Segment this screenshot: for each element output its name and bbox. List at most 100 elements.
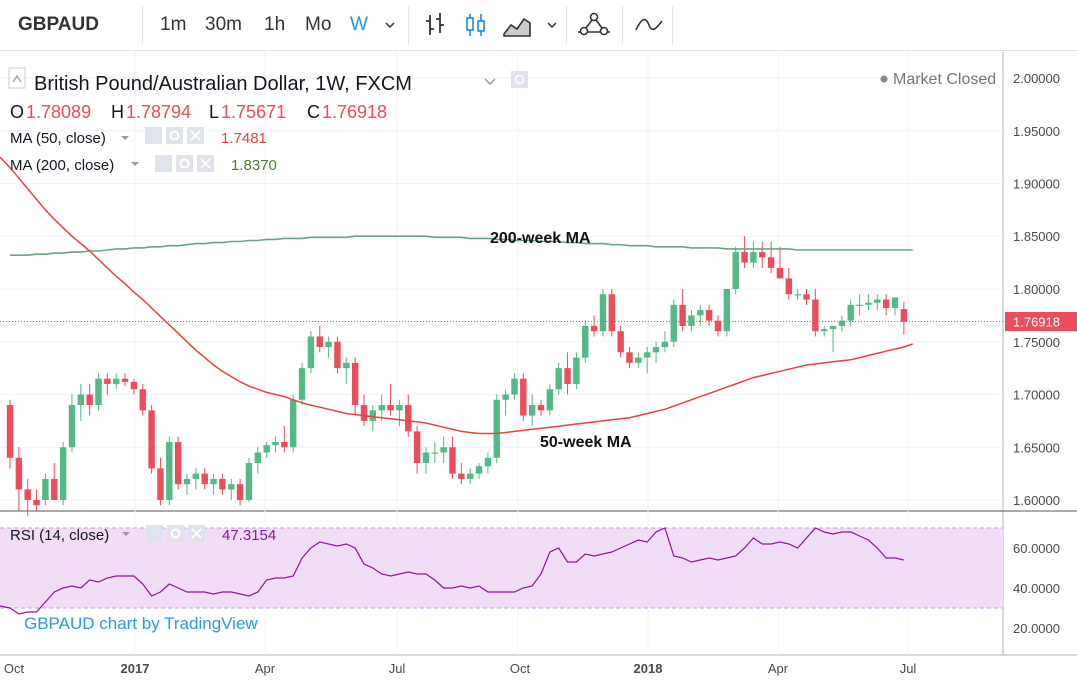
ma200-value: 1.8370	[231, 157, 277, 174]
indicators-icon[interactable]	[576, 11, 612, 39]
price-tick-label: 1.85000	[1013, 229, 1060, 244]
price-tick-label: 1.75000	[1013, 335, 1060, 350]
time-tick-label: Jul	[900, 661, 917, 676]
candle-body	[343, 362, 350, 369]
candle-body	[307, 336, 315, 369]
chevron-down-icon[interactable]	[383, 18, 397, 32]
eye-icon[interactable]	[146, 525, 163, 542]
last-price-label: 1.76918	[1013, 315, 1060, 330]
candle-body	[6, 405, 14, 458]
line-tool-icon[interactable]	[634, 15, 664, 35]
candle-body	[458, 473, 465, 479]
price-tick-label: 1.60000	[1013, 493, 1060, 508]
candle-body	[325, 341, 332, 348]
interval-30m-button[interactable]: 30m	[205, 14, 242, 35]
candle-body	[210, 478, 217, 485]
price-tick-label: 1.90000	[1013, 177, 1060, 192]
candle-body	[121, 378, 129, 382]
candle-body	[821, 329, 828, 332]
chevron-down-icon[interactable]	[545, 18, 559, 32]
ohlc-open: O 1.78089	[10, 102, 91, 122]
candle-body	[351, 362, 359, 406]
candle-body	[564, 368, 571, 384]
candle-body	[228, 484, 235, 490]
chevron-down-icon[interactable]	[484, 78, 496, 85]
ma50-value: 1.7481	[221, 130, 267, 147]
candle-body	[86, 394, 93, 406]
divider	[672, 6, 673, 44]
candle-body	[422, 452, 430, 464]
ohlc-close-label: C	[307, 102, 320, 122]
time-tick-label: Oct	[4, 661, 25, 676]
candle-body	[413, 431, 421, 464]
candle-body	[387, 405, 394, 411]
candles-chart-icon[interactable]	[462, 11, 488, 39]
chevron-down-icon[interactable]	[131, 162, 139, 166]
candle-body	[838, 320, 846, 326]
ma200-label: MA (200, close)	[10, 157, 114, 174]
ohlc-low-value: 1.75671	[221, 102, 286, 122]
gear-icon[interactable]	[166, 127, 183, 144]
candle-body	[670, 304, 677, 342]
candle-body	[42, 478, 49, 500]
candle-body	[396, 405, 403, 411]
price-axis: 2.00000 1.95000 1.90000 1.85000 1.80000 1.750…	[1013, 71, 1060, 508]
ohlc-high-value: 1.78794	[126, 102, 191, 122]
candle-body	[360, 405, 368, 421]
candle-body	[467, 473, 474, 479]
area-chart-icon[interactable]	[502, 12, 532, 38]
candle-body	[741, 252, 748, 263]
gear-icon[interactable]	[176, 155, 193, 172]
divider	[566, 6, 567, 44]
chevron-down-icon[interactable]	[121, 136, 129, 140]
divider	[408, 6, 409, 44]
eye-icon[interactable]	[511, 71, 528, 88]
candle-body	[272, 441, 279, 446]
rsi-tick-label: 60.0000	[1013, 541, 1060, 556]
interval-mo-button[interactable]: Mo	[305, 14, 332, 35]
chevron-up-icon	[12, 74, 22, 83]
candle-body	[732, 252, 739, 289]
chart-area: 2.00000 1.95000 1.90000 1.85000 1.80000 1.750…	[0, 52, 1077, 685]
ohlc-low-label: L	[209, 102, 219, 122]
candle-body	[697, 310, 704, 316]
candle-body	[263, 445, 270, 453]
ma200-annotation: 200-week MA	[490, 230, 591, 247]
toolbar: GBPAUD 1m 30m 1h Mo W	[0, 0, 1077, 51]
price-chart[interactable]: 2.00000 1.95000 1.90000 1.85000 1.80000 1.750…	[0, 52, 1077, 685]
candle-body	[882, 299, 890, 308]
candle-body	[502, 394, 509, 400]
legend-title: British Pound/Australian Dollar, 1W, FXC…	[34, 73, 412, 95]
eye-icon[interactable]	[155, 155, 172, 172]
candle-body	[166, 441, 173, 500]
candle-body	[874, 299, 881, 303]
price-tick-label: 1.65000	[1013, 440, 1060, 455]
tradingview-watermark[interactable]: GBPAUD chart by TradingView	[24, 614, 258, 633]
candle-body	[148, 410, 155, 469]
candle-body	[829, 325, 837, 330]
symbol-button[interactable]: GBPAUD	[18, 14, 99, 35]
candle-body	[449, 447, 456, 474]
collapse-legend-button[interactable]	[8, 67, 26, 89]
candle-body	[475, 466, 483, 474]
candle-body	[405, 405, 412, 432]
candle-body	[316, 336, 323, 348]
interval-1h-button[interactable]: 1h	[264, 14, 286, 35]
market-status: Market Closed	[893, 71, 996, 88]
candle-body	[759, 252, 766, 258]
candle-body	[511, 378, 518, 395]
time-tick-label: Apr	[768, 661, 789, 676]
eye-icon[interactable]	[145, 127, 162, 144]
interval-1m-button[interactable]: 1m	[160, 14, 187, 35]
chevron-down-icon[interactable]	[122, 532, 130, 536]
candle-body	[113, 378, 120, 384]
divider	[622, 6, 623, 44]
candle-body	[723, 289, 731, 332]
bars-chart-icon[interactable]	[422, 11, 448, 39]
gear-icon[interactable]	[167, 525, 184, 542]
candle-body	[661, 341, 669, 348]
interval-w-button[interactable]: W	[350, 14, 368, 35]
candle-body	[219, 478, 226, 490]
candle-body	[431, 452, 438, 454]
candle-body	[24, 489, 31, 500]
